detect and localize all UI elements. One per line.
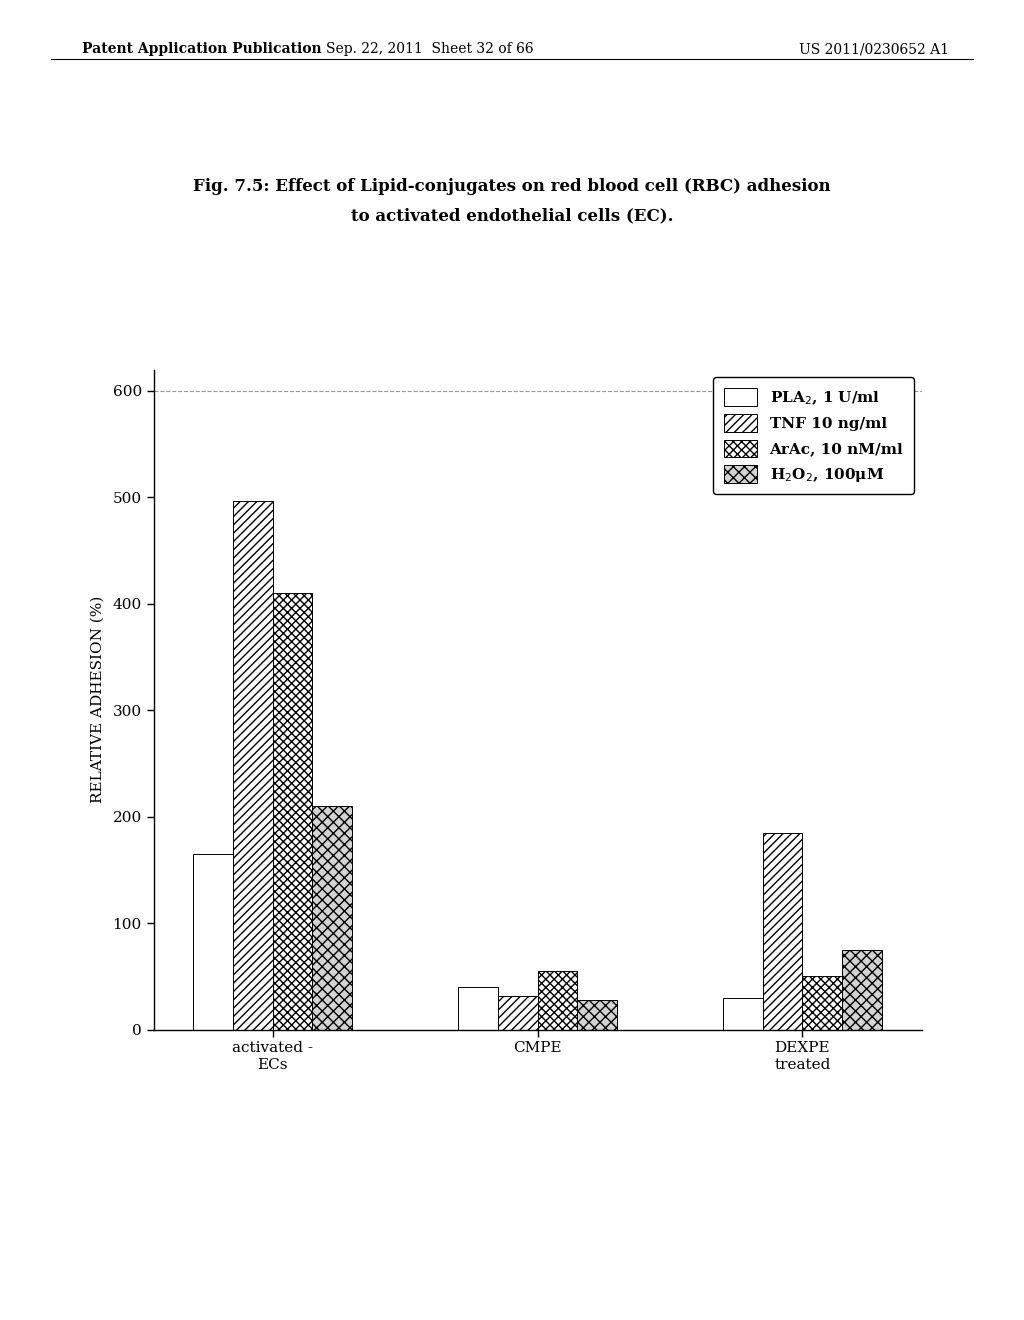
Y-axis label: RELATIVE ADHESION (%): RELATIVE ADHESION (%) xyxy=(90,595,104,804)
Bar xyxy=(763,833,803,1030)
Text: Sep. 22, 2011  Sheet 32 of 66: Sep. 22, 2011 Sheet 32 of 66 xyxy=(327,42,534,57)
Bar xyxy=(538,972,578,1030)
Bar xyxy=(194,854,233,1030)
Bar xyxy=(803,977,842,1030)
Text: Fig. 7.5: Effect of Lipid-conjugates on red blood cell (RBC) adhesion: Fig. 7.5: Effect of Lipid-conjugates on … xyxy=(194,178,830,195)
Text: to activated endothelial cells (EC).: to activated endothelial cells (EC). xyxy=(351,207,673,224)
Bar xyxy=(842,950,882,1030)
Text: Patent Application Publication: Patent Application Publication xyxy=(82,42,322,57)
Bar xyxy=(578,999,617,1030)
Text: US 2011/0230652 A1: US 2011/0230652 A1 xyxy=(799,42,948,57)
Legend: PLA$_2$, 1 U/ml, TNF 10 ng/ml, ArAc, 10 nM/ml, H$_2$O$_2$, 100μM: PLA$_2$, 1 U/ml, TNF 10 ng/ml, ArAc, 10 … xyxy=(713,378,914,495)
Bar xyxy=(272,593,312,1030)
Bar xyxy=(723,998,763,1030)
Bar xyxy=(233,500,272,1030)
Bar xyxy=(312,807,352,1030)
Bar xyxy=(458,987,498,1030)
Bar xyxy=(498,995,538,1030)
